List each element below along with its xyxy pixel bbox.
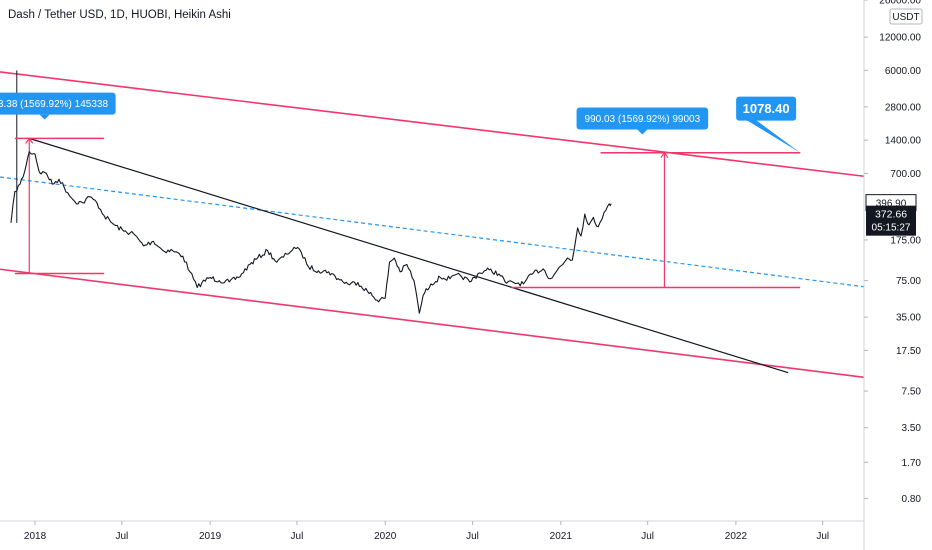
y-tick-label: 6000.00 [885,66,922,77]
callout-box [0,92,116,115]
price-axis[interactable]: 26000.00 12000.00 6000.00 2800.00 1400.00 700… [864,0,921,505]
currency-badge-label: USDT [892,12,919,23]
callout-label: 1078.40 [743,101,790,116]
y-tick-label: 35.00 [896,313,921,324]
time-axis[interactable]: 2018 Jul 2019 Jul 2020 Jul 2021 Jul 2022 Jul [24,521,829,542]
measure-right-arrow-head [660,151,669,159]
x-tick-label: 2018 [24,531,47,542]
callout-label: 990.03 (1569.92%) 99003 [585,114,701,125]
y-tick-label: 0.80 [902,494,922,505]
y-tick-label: 175.00 [890,235,921,246]
x-tick-label: Jul [115,531,128,542]
currency-badge[interactable]: USDT [889,8,923,25]
channel-upper-line [0,71,865,178]
y-tick-label: 26000.00 [879,0,921,7]
y-tick-label: 1.70 [902,458,922,469]
target-price-callout: 1078.40 [736,96,801,153]
last-price-label: 372.66 05:15:27 [866,205,916,236]
y-tick-label: 1400.00 [885,136,922,147]
y-tick-label: 17.50 [896,346,921,357]
price-line [10,151,612,314]
measure-callout: 990.03 (1569.92%) 99003 [576,107,709,135]
callout-pointer [637,129,648,135]
x-tick-label: Jul [641,531,654,542]
chart-title: Dash / Tether USD, 1D, HUOBI, Heikin Ash… [8,9,231,21]
callout-pointer [744,118,801,153]
y-tick-label: 2800.00 [885,102,922,113]
y-tick-label: 12000.00 [879,33,921,44]
annotations: 1453.38 (1569.92%) 145338 990.03 (1569.92… [0,92,801,153]
drawing-tools[interactable] [0,70,865,379]
x-tick-label: Jul [291,531,304,542]
x-tick-label: 2021 [550,531,573,542]
measure-left-arrow-head [25,137,34,144]
x-tick-label: 2022 [725,531,748,542]
x-tick-label: Jul [816,531,829,542]
callout-pointer [39,114,50,120]
callout-label: 1453.38 (1569.92%) 145338 [0,99,108,110]
x-tick-label: 2020 [374,531,397,542]
callout-box [736,96,797,121]
y-tick-label: 3.50 [902,423,922,434]
y-tick-label: 75.00 [896,276,921,287]
last-price-box [866,205,916,236]
last-price-text: 372.66 [875,209,907,221]
channel-mid-dashed-line [0,176,865,288]
callout-box [576,107,709,130]
measure-callout: 1453.38 (1569.92%) 145338 [0,92,116,120]
y-tick-label: 7.50 [902,387,922,398]
countdown-text: 05:15:27 [872,223,911,234]
y-tick-label: 700.00 [890,169,921,180]
x-tick-label: 2019 [199,531,222,542]
trend-line [29,137,789,374]
price-series [10,151,612,314]
high-price-text: 396.90 [876,199,907,210]
channel-lower-line [0,268,865,379]
x-tick-label: Jul [466,531,479,542]
